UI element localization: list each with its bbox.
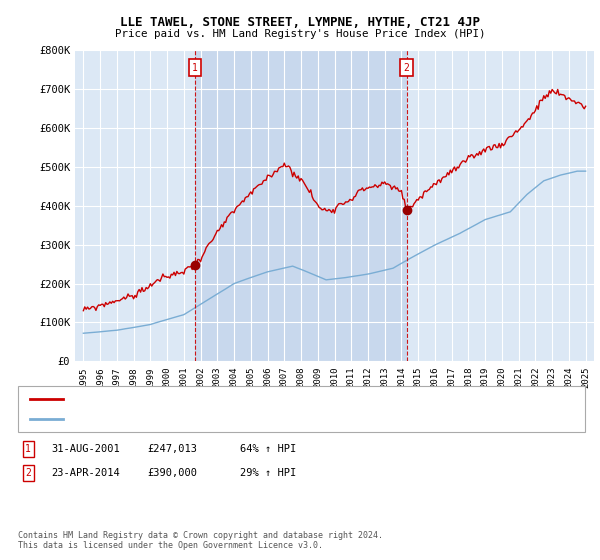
Text: 1: 1 <box>25 444 31 454</box>
Text: £390,000: £390,000 <box>147 468 197 478</box>
Text: 2: 2 <box>25 468 31 478</box>
Text: 64% ↑ HPI: 64% ↑ HPI <box>240 444 296 454</box>
Text: 2: 2 <box>404 63 410 73</box>
Text: Price paid vs. HM Land Registry's House Price Index (HPI): Price paid vs. HM Land Registry's House … <box>115 29 485 39</box>
Text: LLE TAWEL, STONE STREET, LYMPNE, HYTHE, CT21 4JP (detached house): LLE TAWEL, STONE STREET, LYMPNE, HYTHE, … <box>72 394 462 404</box>
Text: 1: 1 <box>192 63 198 73</box>
Text: 29% ↑ HPI: 29% ↑ HPI <box>240 468 296 478</box>
Text: Contains HM Land Registry data © Crown copyright and database right 2024.
This d: Contains HM Land Registry data © Crown c… <box>18 531 383 550</box>
Text: HPI: Average price, detached house, Folkestone and Hythe: HPI: Average price, detached house, Folk… <box>72 414 408 424</box>
Text: 31-AUG-2001: 31-AUG-2001 <box>51 444 120 454</box>
Text: 23-APR-2014: 23-APR-2014 <box>51 468 120 478</box>
Text: LLE TAWEL, STONE STREET, LYMPNE, HYTHE, CT21 4JP: LLE TAWEL, STONE STREET, LYMPNE, HYTHE, … <box>120 16 480 29</box>
Bar <box>195 50 407 361</box>
Text: £247,013: £247,013 <box>147 444 197 454</box>
